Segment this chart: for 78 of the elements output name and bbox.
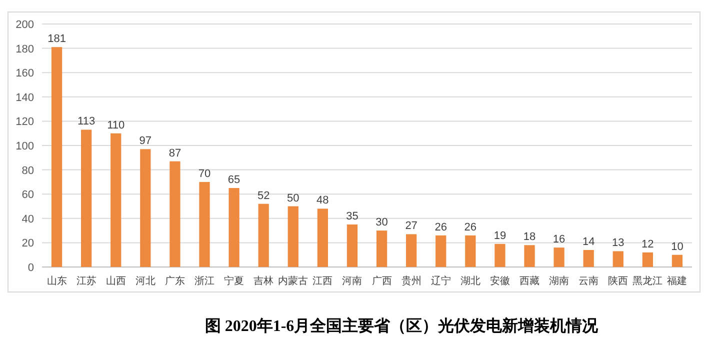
x-tick-label: 西藏 [520,275,540,287]
data-label: 65 [228,174,240,186]
data-label: 26 [464,221,477,234]
bar [612,251,624,267]
data-label: 26 [434,221,447,234]
y-tick-label: 60 [22,189,34,202]
bar [110,133,122,267]
y-tick-label: 0 [28,262,34,274]
data-label: 10 [671,240,684,253]
x-tick-label: 云南 [578,275,599,287]
y-tick-label: 40 [22,213,34,226]
x-tick-label: 浙江 [194,275,214,287]
bar [51,47,62,267]
bar [258,204,269,267]
bar [317,208,328,267]
y-tick-label: 160 [16,68,34,80]
x-tick-label: 湖北 [460,275,480,287]
data-label: 14 [582,236,595,248]
data-label: 16 [552,234,566,246]
data-label: 113 [78,116,96,128]
y-tick-label: 200 [16,19,34,31]
bar [583,250,594,267]
data-label: 52 [257,190,270,202]
data-label: 13 [612,237,624,250]
data-label: 27 [405,220,418,232]
x-tick-label: 辽宁 [430,275,451,287]
x-tick-label: 安徽 [490,275,510,287]
x-tick-label: 福建 [667,275,688,287]
bar [288,206,298,267]
data-label: 35 [346,210,358,222]
bar [406,234,417,267]
bar [199,182,210,267]
bar [642,252,653,267]
text: 图 2020年1-6月全国主要省（区）光伏发电新增装机情况 [204,316,600,335]
data-label: 110 [107,119,125,132]
data-label: 48 [316,194,329,207]
y-tick-label: 80 [22,164,34,177]
y-tick-label: 20 [22,238,34,250]
bar [228,188,240,267]
x-tick-label: 陕西 [608,275,628,287]
bar [524,245,535,267]
x-tick-label: 山东 [46,275,67,287]
data-label: 30 [376,216,388,229]
x-tick-label: 贵州 [401,275,422,287]
x-tick-label: 江苏 [76,275,96,287]
bar [436,235,446,267]
data-label: 18 [523,231,536,244]
data-label: 97 [139,135,152,148]
bar [170,161,180,267]
data-label: 50 [287,192,300,204]
data-label: 87 [168,147,182,160]
bar [140,149,151,267]
x-tick-label: 广东 [164,275,185,287]
y-tick-label: 120 [16,116,34,128]
x-tick-label: 黑龙江 [632,275,663,287]
bar [672,254,683,267]
bar [376,230,388,267]
x-tick-label: 山西 [106,275,126,287]
x-tick-label: 广西 [372,275,392,287]
x-tick-label: 内蒙古 [278,275,308,287]
x-tick-label: 河北 [135,275,156,287]
bar [81,130,92,267]
x-tick-label: 江西 [312,275,333,287]
x-tick-label: 河南 [342,275,362,287]
data-label: 19 [494,230,506,242]
x-tick-label: 吉林 [254,275,274,287]
data-label: 12 [642,238,654,250]
bar [346,224,358,267]
data-label: 181 [48,33,66,46]
bar [465,235,476,267]
x-tick-label: 湖南 [549,275,570,287]
bar [494,244,506,267]
data-label: 70 [198,168,211,180]
y-tick-label: 140 [16,92,34,104]
y-tick-label: 180 [16,43,34,56]
bar [554,248,564,267]
x-tick-label: 宁夏 [224,275,244,287]
y-tick-label: 100 [16,140,34,152]
